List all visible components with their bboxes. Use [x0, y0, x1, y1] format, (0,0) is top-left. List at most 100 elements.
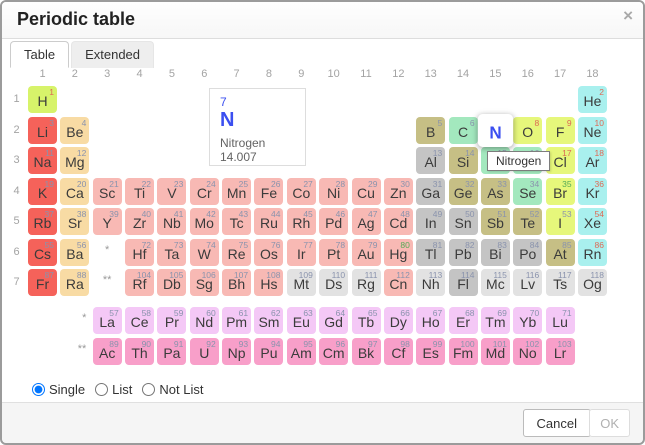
element-cell-Db[interactable]: 105 Db	[157, 269, 187, 296]
element-cell-Bi[interactable]: 83 Bi	[480, 238, 510, 266]
element-cell-Cn[interactable]: 112 Cn	[383, 269, 413, 296]
radio-option-single[interactable]: Single	[32, 382, 85, 397]
element-cell-Rh[interactable]: 45 Rh	[286, 208, 316, 235]
element-cell-At[interactable]: 85 At	[545, 238, 575, 266]
element-cell-Ga[interactable]: 31 Ga	[416, 177, 446, 205]
element-cell-Ru[interactable]: 44 Ru	[254, 208, 284, 235]
element-cell-Pd[interactable]: 46 Pd	[319, 208, 349, 235]
element-cell-Md[interactable]: 101 Md	[480, 337, 510, 365]
element-cell-He[interactable]: 2 He	[577, 86, 607, 113]
element-cell-Th[interactable]: 90 Th	[125, 337, 155, 365]
element-cell-Pu[interactable]: 94 Pu	[254, 337, 284, 365]
element-cell-Zn[interactable]: 30 Zn	[383, 177, 413, 205]
element-cell-Tb[interactable]: 65 Tb	[351, 307, 381, 334]
element-cell-Be[interactable]: 4 Be	[60, 116, 90, 144]
element-cell-Tl[interactable]: 81 Tl	[416, 238, 446, 266]
element-cell-Ag[interactable]: 47 Ag	[351, 208, 381, 235]
element-cell-Cu[interactable]: 29 Cu	[351, 177, 381, 205]
element-cell-Mo[interactable]: 42 Mo	[189, 208, 219, 235]
element-cell-Ac[interactable]: 89 Ac	[92, 337, 122, 365]
element-cell-Pt[interactable]: 78 Pt	[319, 238, 349, 266]
element-cell-Br[interactable]: 35 Br	[545, 177, 575, 205]
element-cell-Ce[interactable]: 58 Ce	[125, 307, 155, 334]
element-cell-Er[interactable]: 68 Er	[448, 307, 478, 334]
element-cell-Pm[interactable]: 61 Pm	[222, 307, 252, 334]
element-cell-Si[interactable]: 14 Si	[448, 147, 478, 174]
element-cell-Tm[interactable]: 69 Tm	[480, 307, 510, 334]
element-cell-Sb[interactable]: 51 Sb	[480, 208, 510, 235]
element-cell-Hg[interactable]: 80 Hg	[383, 238, 413, 266]
element-cell-Sn[interactable]: 50 Sn	[448, 208, 478, 235]
element-cell-Cm[interactable]: 96 Cm	[319, 337, 349, 365]
element-cell-Ne[interactable]: 10 Ne	[577, 116, 607, 144]
element-cell-Rb[interactable]: 37 Rb	[28, 208, 57, 235]
element-cell-Mc[interactable]: 115 Mc	[480, 269, 510, 296]
element-cell-Sc[interactable]: 21 Sc	[92, 177, 122, 205]
element-cell-I[interactable]: 53 I	[545, 208, 575, 235]
element-cell-Po[interactable]: 84 Po	[513, 238, 543, 266]
cancel-button[interactable]: Cancel	[522, 409, 591, 437]
element-cell-Hf[interactable]: 72 Hf	[125, 238, 155, 266]
element-cell-Am[interactable]: 95 Am	[286, 337, 316, 365]
element-cell-Np[interactable]: 93 Np	[222, 337, 252, 365]
element-cell-Nh[interactable]: 113 Nh	[416, 269, 446, 296]
element-cell-N[interactable]: N	[477, 113, 514, 147]
element-cell-Au[interactable]: 79 Au	[351, 238, 381, 266]
element-cell-Eu[interactable]: 63 Eu	[286, 307, 316, 334]
element-cell-Mt[interactable]: 109 Mt	[286, 269, 316, 296]
element-cell-Nd[interactable]: 60 Nd	[189, 307, 219, 334]
element-cell-Os[interactable]: 76 Os	[254, 238, 284, 266]
element-cell-W[interactable]: 74 W	[189, 238, 219, 266]
element-cell-Te[interactable]: 52 Te	[513, 208, 543, 235]
element-cell-Pa[interactable]: 91 Pa	[157, 337, 187, 365]
element-cell-Pr[interactable]: 59 Pr	[157, 307, 187, 334]
radio-list[interactable]	[95, 383, 109, 396]
element-cell-Og[interactable]: 118 Og	[577, 269, 607, 296]
element-cell-Ge[interactable]: 32 Ge	[448, 177, 478, 205]
element-cell-Ba[interactable]: 56 Ba	[60, 238, 90, 266]
element-cell-In[interactable]: 49 In	[416, 208, 446, 235]
close-icon[interactable]: ×	[623, 6, 633, 25]
element-cell-Ni[interactable]: 28 Ni	[319, 177, 349, 205]
element-cell-Zr[interactable]: 40 Zr	[125, 208, 155, 235]
element-cell-Ta[interactable]: 73 Ta	[157, 238, 187, 266]
element-cell-Fl[interactable]: 114 Fl	[448, 269, 478, 296]
element-cell-Lv[interactable]: 116 Lv	[513, 269, 543, 296]
element-cell-Cl[interactable]: 17 Cl	[545, 147, 575, 174]
element-cell-Bk[interactable]: 97 Bk	[351, 337, 381, 365]
radio-option-not-list[interactable]: Not List	[142, 382, 203, 397]
element-cell-Xe[interactable]: 54 Xe	[577, 208, 607, 235]
element-cell-Lu[interactable]: 71 Lu	[545, 307, 575, 334]
element-cell-Fe[interactable]: 26 Fe	[254, 177, 284, 205]
element-cell-Y[interactable]: 39 Y	[92, 208, 122, 235]
element-cell-Cd[interactable]: 48 Cd	[383, 208, 413, 235]
element-cell-Gd[interactable]: 64 Gd	[319, 307, 349, 334]
element-cell-Kr[interactable]: 36 Kr	[577, 177, 607, 205]
element-cell-Bh[interactable]: 107 Bh	[222, 269, 252, 296]
element-cell-Cf[interactable]: 98 Cf	[383, 337, 413, 365]
element-cell-Pb[interactable]: 82 Pb	[448, 238, 478, 266]
element-cell-Ts[interactable]: 117 Ts	[545, 269, 575, 296]
element-cell-Ra[interactable]: 88 Ra	[60, 269, 90, 296]
element-cell-Se[interactable]: 34 Se	[513, 177, 543, 205]
element-cell-Tc[interactable]: 43 Tc	[222, 208, 252, 235]
element-cell-La[interactable]: 57 La	[92, 307, 122, 334]
element-cell-Hs[interactable]: 108 Hs	[254, 269, 284, 296]
element-cell-Lr[interactable]: 103 Lr	[545, 337, 575, 365]
element-cell-U[interactable]: 92 U	[189, 337, 219, 365]
element-cell-Al[interactable]: 13 Al	[416, 147, 446, 174]
radio-not-list[interactable]	[142, 383, 156, 396]
element-cell-Re[interactable]: 75 Re	[222, 238, 252, 266]
ok-button[interactable]: OK	[589, 409, 630, 437]
element-cell-Ar[interactable]: 18 Ar	[577, 147, 607, 174]
element-cell-Ca[interactable]: 20 Ca	[60, 177, 90, 205]
element-cell-Mg[interactable]: 12 Mg	[60, 147, 90, 174]
element-cell-V[interactable]: 23 V	[157, 177, 187, 205]
element-cell-Rf[interactable]: 104 Rf	[125, 269, 155, 296]
element-cell-Fr[interactable]: 87 Fr	[28, 269, 57, 296]
